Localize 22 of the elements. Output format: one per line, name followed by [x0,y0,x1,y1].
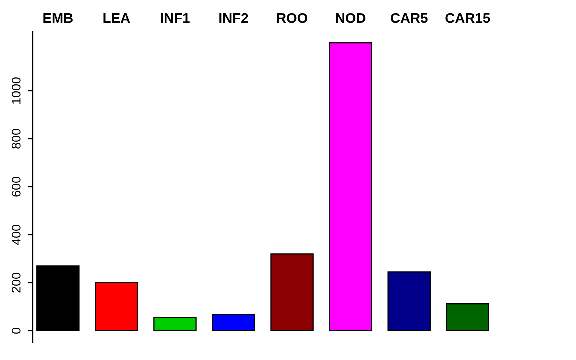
y-tick-label: 200 [12,273,21,293]
x-tick-label: EMB [44,14,73,24]
bar [95,282,138,332]
x-tick-label: CAR5 [391,13,428,24]
bar [388,272,431,332]
x-tick-label: INF2 [220,13,248,24]
y-tick-label: 400 [12,225,21,246]
bar [154,317,197,332]
bar [212,314,256,332]
y-tick-label: 600 [12,177,21,197]
x-tick-label: NOD [336,13,366,24]
bar [270,254,314,332]
x-tick-label: ROO [277,13,308,24]
y-tick-label: 1000 [12,78,21,104]
x-tick-label: LEA [104,14,130,24]
x-tick-label: CAR15 [446,13,490,24]
bar [329,42,372,332]
y-tick-label: 800 [12,129,21,149]
x-tick-label: INF1 [161,14,190,24]
bar [36,266,80,332]
bar [446,304,490,332]
y-tick-label: 0 [12,328,21,334]
